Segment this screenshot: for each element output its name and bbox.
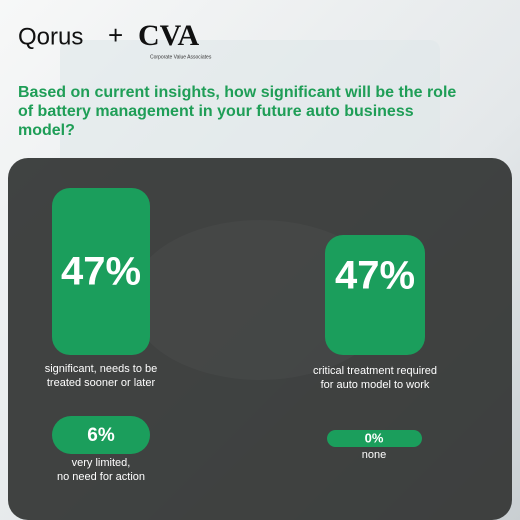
answer-value: 47% <box>61 250 141 294</box>
answer-value: 6% <box>87 425 115 446</box>
answer-label: significant, needs to be <box>45 363 158 375</box>
answer-value: 47% <box>335 254 415 298</box>
background-screen <box>60 40 440 180</box>
answer-label: treated sooner or later <box>47 377 156 389</box>
answer-value: 0% <box>365 430 384 445</box>
question: Based on current insights, how significa… <box>18 84 456 139</box>
answer-box <box>327 430 422 447</box>
answer-label: no need for action <box>57 471 145 483</box>
question-line: of battery management in your future aut… <box>18 103 414 120</box>
logo-tagline: Corporate Value Associates <box>150 54 212 60</box>
answer-box <box>325 235 425 355</box>
answer-label: none <box>362 449 386 461</box>
logo-left: Qorus <box>18 23 83 50</box>
question-line: model? <box>18 122 75 139</box>
answer-boxes <box>52 188 425 454</box>
logo-right: CVA <box>138 19 199 52</box>
answer-label: critical treatment required <box>313 365 437 377</box>
answer-label: very limited, <box>72 457 131 469</box>
logo-plus: + <box>108 20 123 50</box>
answer-box <box>52 188 150 355</box>
question-line: Based on current insights, how significa… <box>18 84 456 101</box>
answer-label: for auto model to work <box>321 379 430 391</box>
answer-box <box>52 416 150 454</box>
